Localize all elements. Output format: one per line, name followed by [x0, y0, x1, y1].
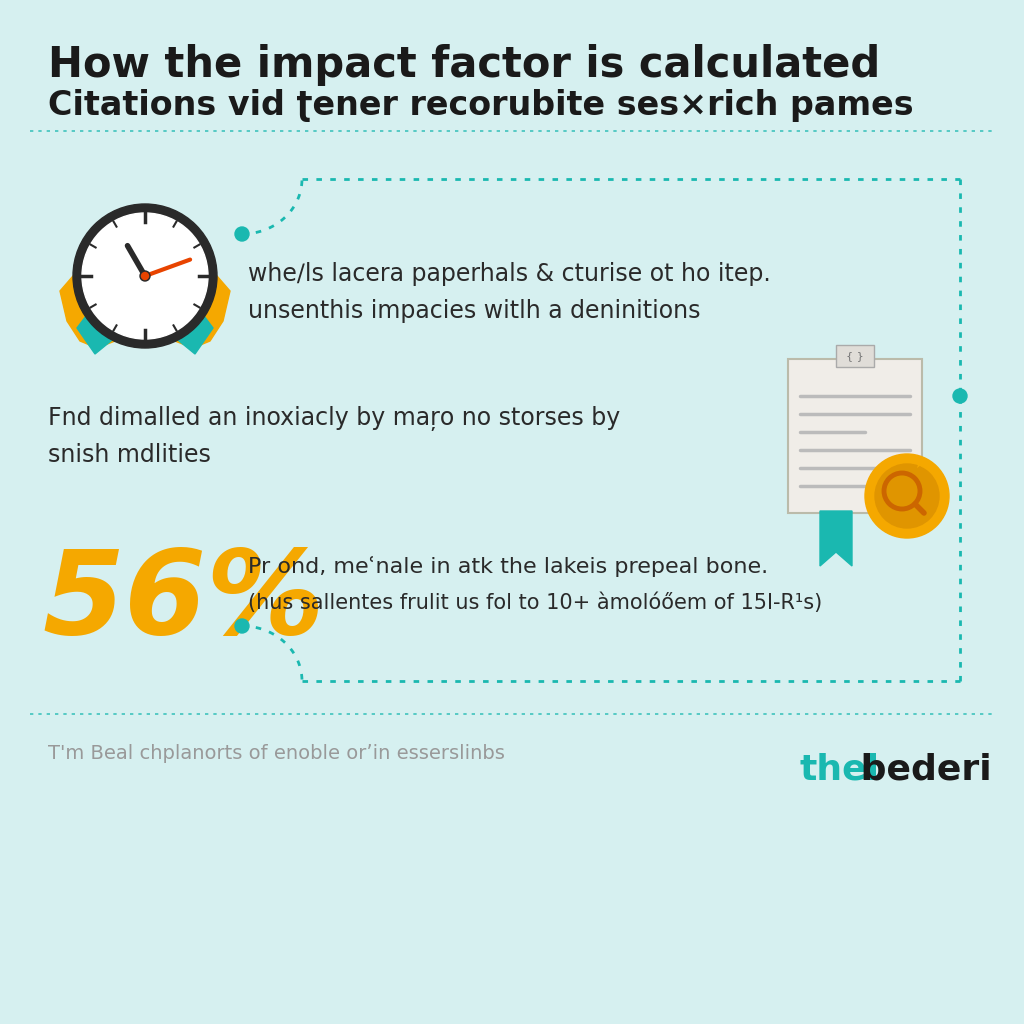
Text: { }: { }	[846, 351, 864, 361]
Circle shape	[865, 454, 949, 538]
Text: whe∕ls lacera paperhals & cturise ot ho itep.: whe∕ls lacera paperhals & cturise ot ho …	[248, 262, 771, 286]
Text: bederi: bederi	[848, 752, 991, 786]
Circle shape	[82, 213, 208, 339]
Circle shape	[234, 618, 249, 633]
Circle shape	[140, 271, 150, 281]
Circle shape	[73, 204, 217, 348]
Text: unsenthis impacies witlh a deninitions: unsenthis impacies witlh a deninitions	[248, 299, 700, 323]
Text: ★: ★	[912, 457, 926, 471]
Text: Citations vid ʈener recorubite ses×rich pames: Citations vid ʈener recorubite ses×rich …	[48, 89, 913, 122]
Text: thel: thel	[800, 752, 880, 786]
Circle shape	[234, 227, 249, 241]
FancyBboxPatch shape	[836, 345, 874, 367]
Text: T'm Beal chplanorts of enoble orʼin esserslinbs: T'm Beal chplanorts of enoble orʼin esse…	[48, 744, 505, 763]
FancyBboxPatch shape	[788, 359, 922, 513]
Text: Fnd dimalled an inoxiacly by maŗo no storses by: Fnd dimalled an inoxiacly by maŗo no sto…	[48, 406, 621, 431]
Circle shape	[953, 389, 967, 403]
Circle shape	[874, 464, 939, 528]
Polygon shape	[77, 304, 117, 354]
Text: How the impact factor is calculated: How the impact factor is calculated	[48, 44, 881, 86]
Polygon shape	[60, 271, 123, 348]
Polygon shape	[173, 304, 213, 354]
Text: (hus sallentes frulit us fol to 10+ àmolóőem of 15I-R¹s): (hus sallentes frulit us fol to 10+ àmol…	[248, 592, 822, 612]
Circle shape	[141, 272, 148, 280]
Text: Pr ond, meʿnale in atk the lakeis prepeal bone.: Pr ond, meʿnale in atk the lakeis prepea…	[248, 556, 768, 577]
Polygon shape	[820, 511, 852, 566]
Text: 56%: 56%	[42, 544, 325, 659]
Polygon shape	[167, 271, 230, 348]
Text: snish mdlities: snish mdlities	[48, 443, 211, 467]
